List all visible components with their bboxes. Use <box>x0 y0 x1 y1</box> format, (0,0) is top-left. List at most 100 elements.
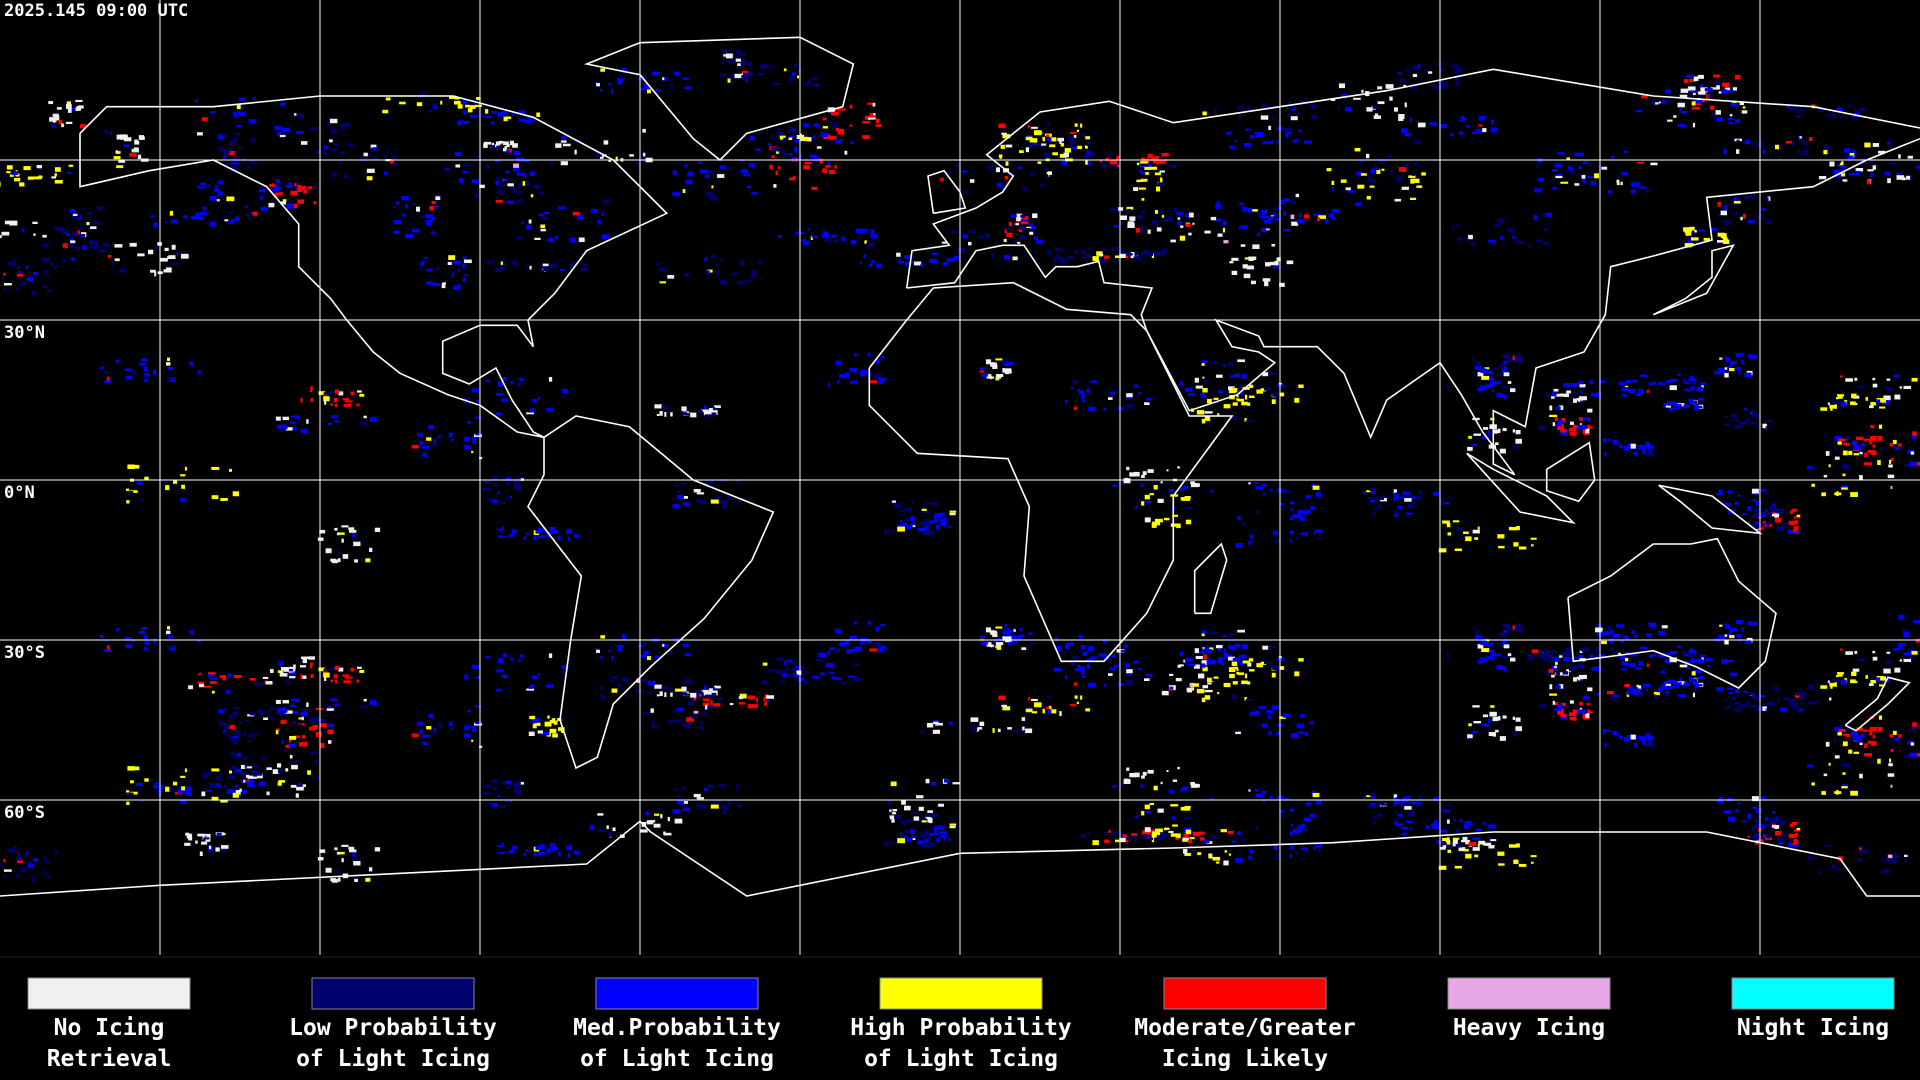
icing-pixel <box>991 253 995 259</box>
icing-pixel <box>1731 100 1737 105</box>
icing-pixel <box>1886 378 1891 381</box>
legend-label: Med.Probability <box>573 1015 781 1041</box>
icing-pixel <box>133 766 140 771</box>
icing-pixel <box>1492 732 1497 737</box>
icing-pixel <box>1892 439 1897 445</box>
icing-pixel <box>844 150 848 155</box>
icing-pixel <box>1141 811 1145 816</box>
icing-pixel <box>1088 682 1096 688</box>
icing-pixel <box>1297 111 1301 116</box>
icing-pixel <box>1732 87 1738 91</box>
icing-pixel <box>1210 490 1213 493</box>
icing-pixel <box>419 729 424 734</box>
icing-pixel <box>1405 512 1413 515</box>
icing-pixel <box>1002 368 1005 373</box>
icing-pixel <box>741 62 744 67</box>
icing-pixel <box>1433 820 1438 825</box>
icing-pixel <box>869 380 877 384</box>
icing-pixel <box>1890 784 1893 788</box>
icing-pixel <box>1372 512 1376 517</box>
icing-pixel <box>242 790 247 795</box>
icing-pixel <box>1859 451 1863 455</box>
icing-pixel <box>504 116 512 120</box>
icing-pixel <box>1735 119 1740 124</box>
icing-pixel <box>207 674 214 677</box>
icing-pixel <box>1371 793 1377 797</box>
icing-pixel <box>1022 186 1028 191</box>
icing-pixel <box>1848 155 1854 160</box>
icing-pixel <box>1461 839 1468 843</box>
icing-pixel <box>1261 723 1268 728</box>
icing-pixel <box>15 173 20 177</box>
icing-pixel <box>334 527 338 531</box>
icing-pixel <box>1414 161 1418 167</box>
icing-pixel <box>1394 107 1398 112</box>
icing-pixel <box>1658 687 1662 693</box>
icing-pixel <box>721 49 729 53</box>
icing-pixel <box>1060 258 1068 263</box>
icing-pixel <box>495 199 503 203</box>
icing-pixel <box>996 182 1003 188</box>
icing-pixel <box>700 409 709 413</box>
icing-pixel <box>310 674 314 679</box>
icing-pixel <box>470 114 476 118</box>
icing-pixel <box>1602 438 1606 444</box>
icing-pixel <box>538 396 541 400</box>
icing-pixel <box>56 107 62 110</box>
icing-pixel <box>234 769 242 773</box>
icing-pixel <box>512 846 518 850</box>
icing-pixel <box>1618 652 1621 656</box>
icing-pixel <box>897 838 905 844</box>
icing-pixel <box>726 59 735 63</box>
icing-pixel <box>1828 464 1831 468</box>
icing-pixel <box>708 784 716 789</box>
icing-pixel <box>239 111 246 116</box>
icing-pixel <box>792 176 796 181</box>
icing-pixel <box>822 117 827 121</box>
icing-pixel <box>298 783 302 786</box>
coastline <box>1658 484 1763 535</box>
icing-pixel <box>1001 358 1008 363</box>
icing-pixel <box>1373 115 1381 119</box>
icing-pixel <box>660 814 663 819</box>
icing-pixel <box>1141 474 1145 478</box>
icing-pixel <box>1182 497 1191 501</box>
icing-pixel <box>334 665 340 671</box>
icing-pixel <box>708 688 713 692</box>
icing-pixel <box>1298 384 1304 388</box>
icing-pixel <box>526 117 530 120</box>
icing-pixel <box>867 640 873 644</box>
icing-pixel <box>1184 816 1193 820</box>
icing-pixel <box>1549 693 1558 696</box>
icing-pixel <box>1188 232 1192 236</box>
icing-pixel <box>291 698 299 701</box>
icing-pixel <box>1660 670 1666 674</box>
icing-pixel <box>1230 648 1237 651</box>
icing-pixel <box>1737 802 1741 805</box>
icing-pixel <box>1486 645 1490 650</box>
icing-pixel <box>188 685 193 690</box>
icing-pixel <box>1147 469 1154 473</box>
icing-pixel <box>878 377 887 382</box>
icing-pixel <box>1033 236 1038 240</box>
icing-pixel <box>1595 653 1601 659</box>
icing-pixel <box>1766 522 1770 528</box>
icing-pixel <box>1481 436 1489 440</box>
icing-pixel <box>617 644 624 648</box>
icing-pixel <box>1431 823 1439 827</box>
icing-pixel <box>463 259 472 264</box>
icing-pixel <box>1002 706 1011 711</box>
icing-pixel <box>1555 685 1561 689</box>
icing-pixel <box>232 706 237 709</box>
icing-pixel <box>232 491 240 497</box>
icing-pixel <box>1028 143 1033 148</box>
icing-pixel <box>1311 115 1318 120</box>
icing-pixel <box>1889 443 1894 447</box>
icing-pixel <box>1007 641 1012 645</box>
icing-pixel <box>1573 716 1576 722</box>
icing-pixel <box>315 732 322 737</box>
icing-pixel <box>1536 164 1539 169</box>
icing-pixel <box>144 372 150 377</box>
icing-pixel <box>359 670 365 673</box>
icing-pixel <box>1202 647 1205 650</box>
